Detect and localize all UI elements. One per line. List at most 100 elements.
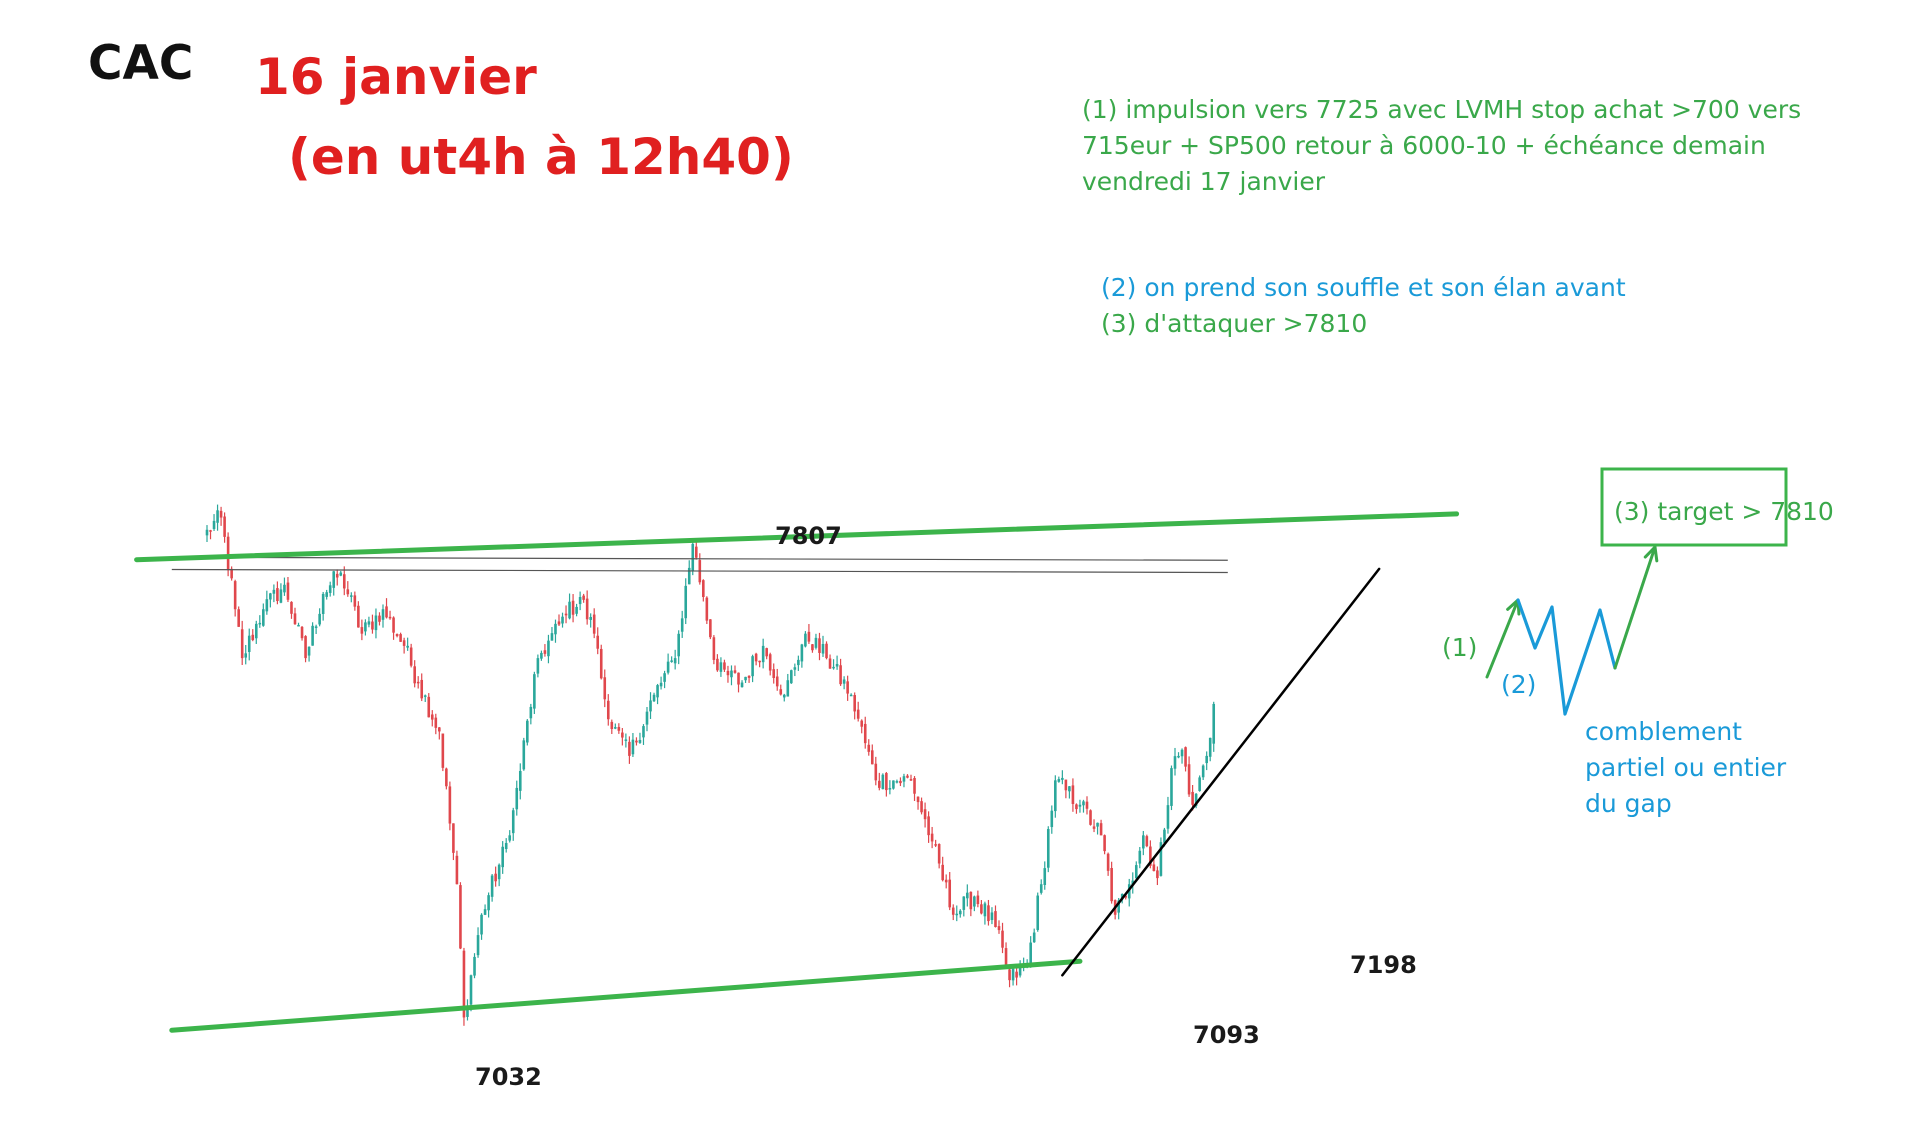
candle bbox=[804, 631, 807, 648]
candle bbox=[1198, 775, 1201, 792]
candle bbox=[1106, 852, 1110, 876]
candle bbox=[300, 626, 304, 641]
candle bbox=[494, 866, 497, 887]
candle bbox=[571, 594, 575, 623]
candle bbox=[874, 756, 878, 786]
candle bbox=[1018, 960, 1022, 978]
candle bbox=[606, 694, 610, 726]
candle bbox=[1110, 861, 1113, 904]
candle bbox=[638, 732, 642, 744]
candle bbox=[716, 654, 719, 672]
gap-note: comblement partiel ou entier du gap bbox=[1585, 714, 1786, 822]
candle bbox=[712, 635, 716, 665]
candle bbox=[455, 850, 459, 885]
candle bbox=[1159, 837, 1163, 877]
candle bbox=[434, 713, 438, 735]
candle bbox=[980, 900, 983, 915]
candle bbox=[807, 624, 811, 644]
candle bbox=[927, 811, 930, 843]
candle bbox=[533, 671, 536, 714]
candle bbox=[490, 873, 494, 902]
candle bbox=[642, 724, 645, 745]
candle bbox=[948, 872, 952, 911]
candle bbox=[659, 676, 663, 690]
candle bbox=[480, 913, 483, 940]
candle bbox=[913, 776, 916, 802]
candle bbox=[958, 909, 962, 918]
target-arrow bbox=[1613, 545, 1657, 670]
candle bbox=[892, 780, 895, 790]
level-label-high: 7807 bbox=[775, 522, 842, 550]
candle bbox=[416, 676, 420, 689]
candle bbox=[307, 646, 311, 662]
candle bbox=[462, 947, 466, 1026]
candle bbox=[624, 733, 628, 748]
candle bbox=[247, 628, 251, 661]
candle bbox=[726, 665, 730, 683]
candle bbox=[1089, 809, 1092, 826]
candle bbox=[719, 657, 723, 677]
candle bbox=[765, 647, 768, 660]
candle bbox=[473, 953, 476, 979]
candle bbox=[1187, 756, 1191, 797]
candle bbox=[987, 899, 990, 926]
candle bbox=[578, 591, 582, 611]
candle bbox=[1177, 752, 1180, 759]
candle bbox=[775, 668, 779, 691]
candle bbox=[540, 650, 543, 661]
gap-note-line-2: partiel ou entier bbox=[1585, 753, 1787, 782]
candle bbox=[599, 644, 603, 680]
candle bbox=[283, 577, 286, 596]
candle bbox=[381, 604, 385, 628]
candle bbox=[811, 644, 814, 653]
candle bbox=[483, 904, 487, 916]
candle bbox=[501, 841, 504, 874]
candle bbox=[1004, 942, 1008, 969]
candle bbox=[269, 592, 272, 608]
candle bbox=[786, 673, 790, 697]
candle bbox=[445, 767, 448, 790]
candle bbox=[378, 612, 381, 626]
candle bbox=[216, 504, 219, 531]
candle bbox=[1145, 834, 1149, 848]
candle bbox=[427, 693, 431, 718]
candle bbox=[487, 892, 490, 918]
candle bbox=[304, 635, 307, 663]
candle bbox=[395, 633, 399, 638]
candle bbox=[1011, 968, 1015, 986]
candle bbox=[1099, 819, 1103, 836]
candle bbox=[335, 569, 339, 586]
candle bbox=[1032, 928, 1036, 943]
candle bbox=[554, 619, 557, 643]
candle bbox=[1166, 796, 1170, 834]
candle bbox=[371, 614, 374, 634]
candle bbox=[617, 723, 621, 734]
candle bbox=[589, 613, 592, 628]
candle bbox=[547, 634, 550, 664]
candle bbox=[290, 601, 293, 619]
candle bbox=[1138, 846, 1142, 869]
candle bbox=[934, 839, 937, 848]
candle bbox=[909, 774, 913, 781]
candle bbox=[1075, 803, 1078, 814]
candle bbox=[976, 890, 980, 908]
candle bbox=[244, 644, 248, 665]
candle bbox=[1046, 826, 1050, 873]
candle bbox=[990, 907, 994, 925]
candle bbox=[209, 529, 212, 540]
candle bbox=[825, 641, 828, 660]
candle bbox=[610, 719, 614, 734]
date-title: 16 janvier bbox=[255, 48, 537, 106]
candle bbox=[258, 615, 262, 628]
candle bbox=[853, 692, 856, 720]
candle bbox=[504, 838, 508, 853]
impulse-note: (1) impulsion vers 7725 avec LVMH stop a… bbox=[1082, 92, 1801, 200]
candle bbox=[346, 581, 350, 597]
candle bbox=[733, 665, 737, 674]
candle bbox=[691, 539, 695, 576]
candle bbox=[219, 506, 223, 526]
candle bbox=[969, 891, 973, 917]
candle bbox=[392, 616, 395, 640]
candle bbox=[364, 619, 367, 636]
candle bbox=[297, 622, 300, 627]
